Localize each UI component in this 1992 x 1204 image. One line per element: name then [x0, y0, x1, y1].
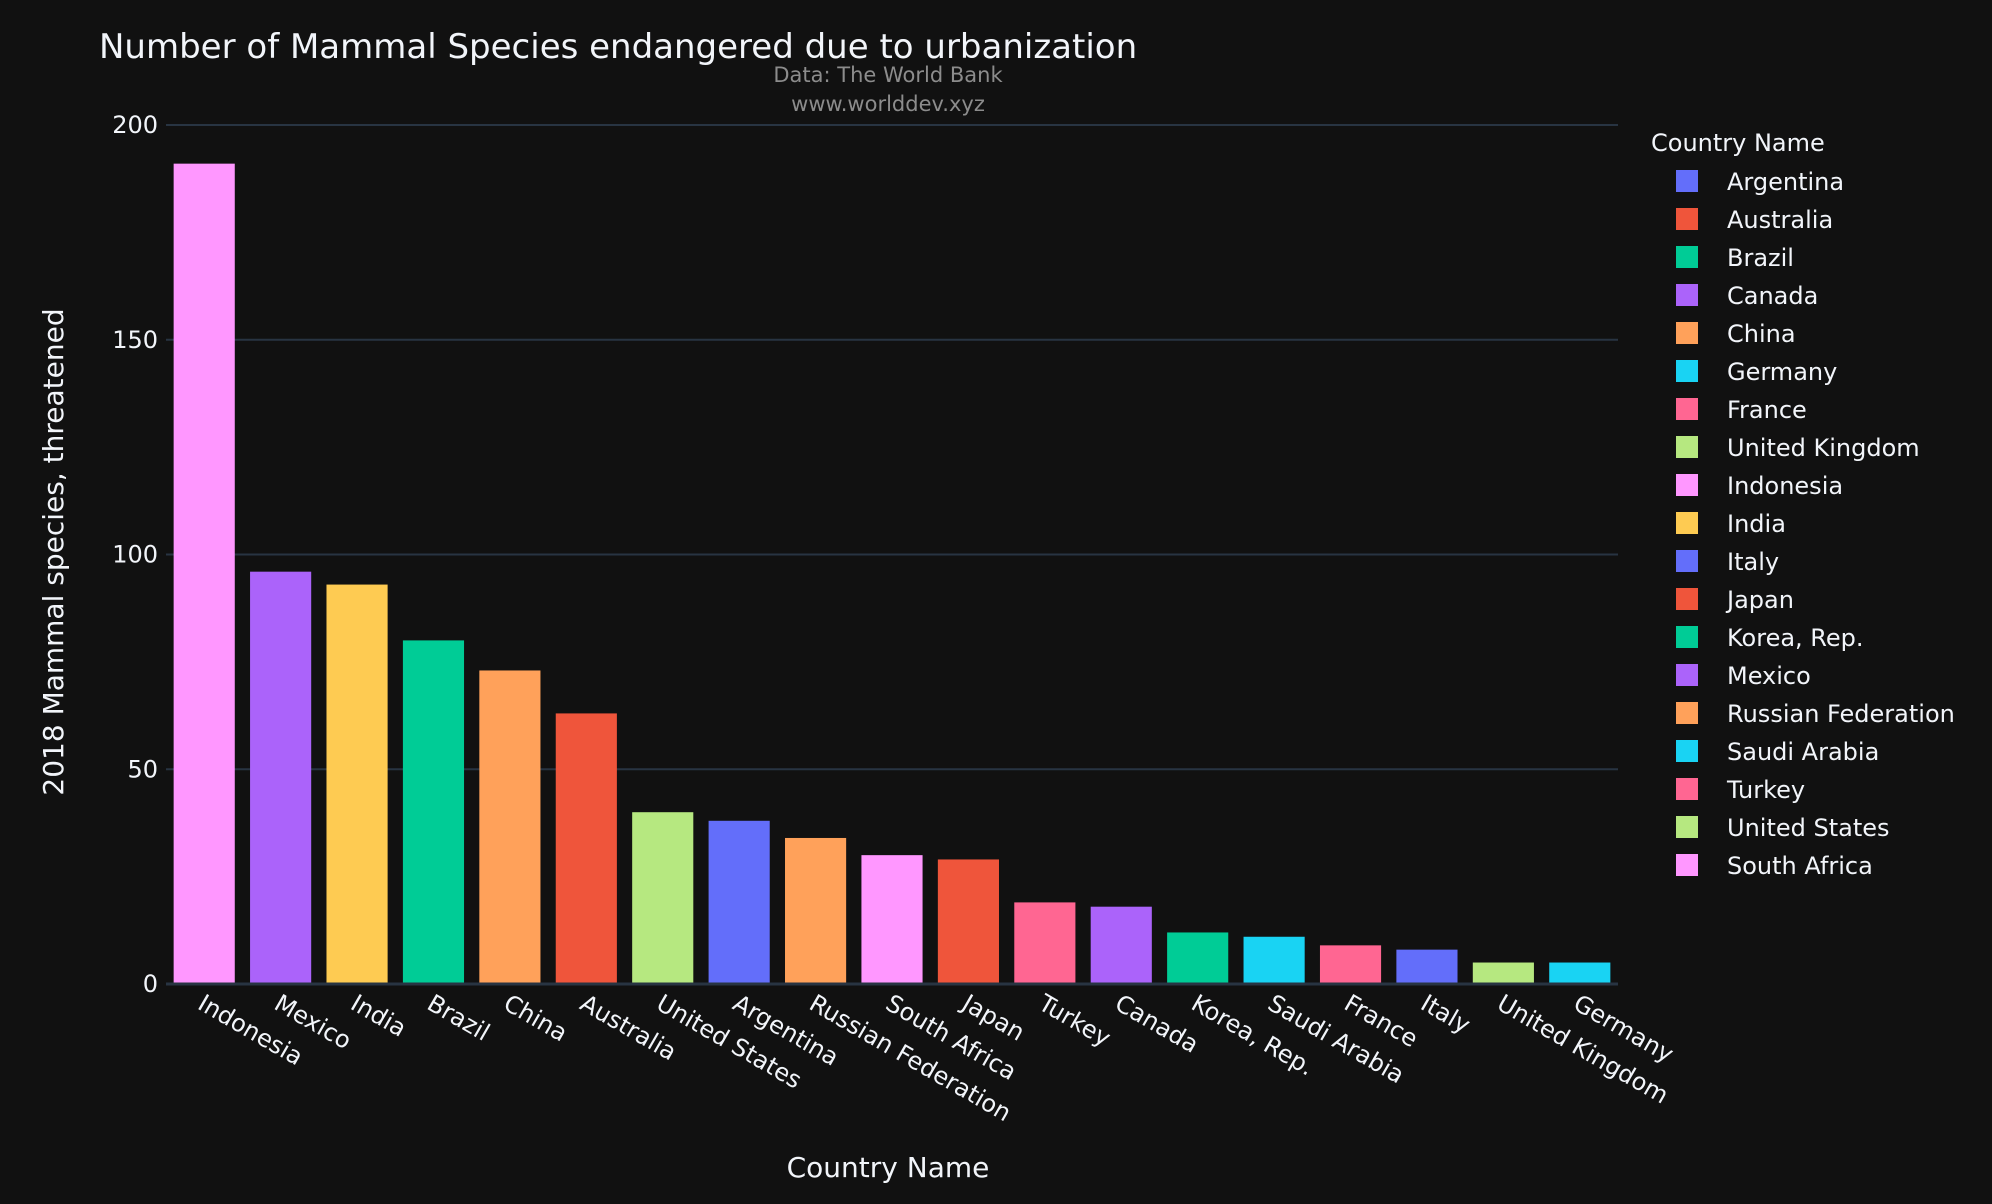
legend-label: Saudi Arabia: [1727, 738, 1879, 766]
bar-russian-federation[interactable]: [785, 837, 847, 984]
legend-swatch: [1676, 588, 1698, 610]
legend-title: Country Name: [1651, 129, 1825, 157]
legend-label: Italy: [1727, 548, 1779, 576]
bar-germany[interactable]: [1549, 962, 1611, 984]
legend-item[interactable]: Germany: [1676, 358, 1837, 386]
y-tick-label: 150: [112, 326, 158, 354]
bar-mexico[interactable]: [250, 571, 312, 984]
legend-label: India: [1727, 510, 1786, 538]
legend-item[interactable]: Japan: [1676, 586, 1794, 614]
legend-label: China: [1727, 320, 1796, 348]
legend-swatch: [1676, 398, 1698, 420]
legend-swatch: [1676, 170, 1698, 192]
legend-item[interactable]: Indonesia: [1676, 472, 1843, 500]
legend-swatch: [1676, 778, 1698, 800]
legend-item[interactable]: Saudi Arabia: [1676, 738, 1879, 766]
legend-label: Japan: [1725, 586, 1794, 614]
legend-item[interactable]: Italy: [1676, 548, 1779, 576]
bar-canada[interactable]: [1090, 906, 1152, 984]
legend-label: Canada: [1727, 282, 1818, 310]
legend-item[interactable]: United Kingdom: [1676, 434, 1920, 462]
y-tick-label: 0: [143, 970, 158, 998]
legend-swatch: [1676, 626, 1698, 648]
legend-swatch: [1676, 284, 1698, 306]
legend-label: South Africa: [1727, 852, 1873, 880]
legend-swatch: [1676, 854, 1698, 876]
x-axis-title: Country Name: [787, 1151, 990, 1184]
legend-swatch: [1676, 474, 1698, 496]
bar-france[interactable]: [1319, 945, 1382, 984]
bar-brazil[interactable]: [402, 640, 465, 984]
legend-item[interactable]: China: [1676, 320, 1796, 348]
y-tick-label: 50: [127, 755, 158, 783]
bar-korea-rep[interactable]: [1167, 932, 1229, 984]
legend-swatch: [1676, 664, 1698, 686]
y-axis-title: 2018 Mammal species, threatened: [37, 308, 70, 795]
legend-label: Turkey: [1726, 776, 1805, 804]
legend-item[interactable]: Korea, Rep.: [1676, 624, 1864, 652]
legend-swatch: [1676, 208, 1698, 230]
bar-japan[interactable]: [937, 859, 999, 984]
legend-label: Mexico: [1727, 662, 1811, 690]
bar-australia[interactable]: [555, 713, 617, 984]
legend-swatch: [1676, 550, 1698, 572]
legend-label: Argentina: [1727, 168, 1844, 196]
legend-label: Korea, Rep.: [1727, 624, 1864, 652]
y-tick-label: 100: [112, 541, 158, 569]
bar-italy[interactable]: [1396, 949, 1458, 984]
chart-subtitle-website: www.worlddev.xyz: [791, 92, 985, 116]
legend-swatch: [1676, 322, 1698, 344]
legend-swatch: [1676, 246, 1698, 268]
legend-item[interactable]: South Africa: [1676, 852, 1873, 880]
legend-item[interactable]: Russian Federation: [1676, 700, 1955, 728]
bar-united-kingdom[interactable]: [1472, 962, 1534, 984]
legend-swatch: [1676, 740, 1698, 762]
legend-item[interactable]: Turkey: [1676, 776, 1805, 804]
bar-argentina[interactable]: [708, 820, 770, 984]
bar-south-africa[interactable]: [861, 855, 923, 984]
legend-label: Russian Federation: [1727, 700, 1955, 728]
bar-united-states[interactable]: [632, 812, 694, 984]
legend-label: Brazil: [1727, 244, 1794, 272]
legend-swatch: [1676, 436, 1698, 458]
chart-title: Number of Mammal Species endangered due …: [99, 27, 1137, 67]
bars: [173, 163, 1611, 984]
bar-saudi-arabia[interactable]: [1243, 936, 1305, 984]
legend-item[interactable]: France: [1676, 396, 1807, 424]
y-axis-ticks: 0 50 100 150 200: [112, 111, 158, 998]
legend-label: United States: [1727, 814, 1890, 842]
y-tick-label: 200: [112, 111, 158, 139]
legend-item[interactable]: Mexico: [1676, 662, 1811, 690]
legend-label: France: [1727, 396, 1807, 424]
legend-label: Australia: [1727, 206, 1833, 234]
legend-item[interactable]: India: [1676, 510, 1786, 538]
legend-swatch: [1676, 512, 1698, 534]
legend-item[interactable]: Argentina: [1676, 168, 1844, 196]
bar-indonesia[interactable]: [173, 163, 235, 984]
legend-label: United Kingdom: [1727, 434, 1920, 462]
legend-item[interactable]: United States: [1676, 814, 1890, 842]
legend-item[interactable]: Australia: [1676, 206, 1833, 234]
bar-turkey[interactable]: [1014, 902, 1076, 984]
legend-swatch: [1676, 816, 1698, 838]
legend: Argentina Australia Brazil Canada China Germa…: [1676, 168, 1955, 880]
bar-china[interactable]: [479, 670, 541, 984]
chart-subtitle-source: Data: The World Bank: [773, 63, 1003, 87]
bar-india[interactable]: [326, 584, 388, 984]
legend-item[interactable]: Canada: [1676, 282, 1818, 310]
legend-item[interactable]: Brazil: [1676, 244, 1794, 272]
legend-swatch: [1676, 702, 1698, 724]
legend-label: Germany: [1727, 358, 1837, 386]
legend-swatch: [1676, 360, 1698, 382]
legend-label: Indonesia: [1727, 472, 1843, 500]
